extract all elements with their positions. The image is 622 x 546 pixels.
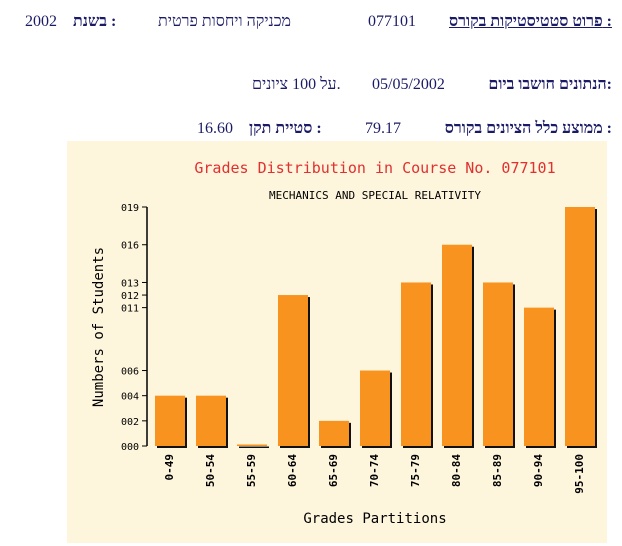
y-tick-label: 019: [121, 203, 139, 214]
chart-svg: Grades Distribution in Course No. 077101…: [91, 159, 597, 527]
bar: [565, 207, 595, 446]
y-tick-label: 011: [121, 304, 139, 315]
x-tick-label: 70-74: [368, 454, 381, 487]
chart-panel: Grades Distribution in Course No. 077101…: [67, 141, 607, 543]
bar: [237, 444, 267, 446]
bar-shadow: [239, 446, 269, 448]
course-header-label: פרוט סטטיסטיקות בקורס :: [449, 13, 612, 31]
bars: [155, 207, 597, 448]
course-name: מכניקה ויחסות פרטית: [158, 13, 292, 30]
bar: [360, 370, 390, 446]
bar: [401, 282, 431, 446]
y-tick-label: 006: [121, 367, 139, 378]
chart-subtitle: MECHANICS AND SPECIAL RELATIVITY: [269, 189, 481, 202]
x-tick-label: 50-54: [204, 454, 217, 487]
bar: [319, 420, 349, 446]
chart-title: Grades Distribution in Course No. 077101: [194, 159, 555, 177]
mean-value: 79.17: [365, 120, 401, 137]
x-tick-label: 95-100: [573, 454, 586, 494]
y-tick-label: 016: [121, 241, 139, 252]
bar: [278, 295, 308, 446]
x-tick-label: 0-49: [163, 454, 176, 481]
bar: [442, 244, 472, 446]
y-axis: 000 002 004 006 011 012 013 016 019: [121, 203, 148, 453]
bar: [524, 307, 554, 446]
computed-date: 05/05/2002: [372, 76, 445, 93]
x-tick-label: 80-84: [450, 454, 463, 487]
y-tick-label: 002: [121, 417, 139, 428]
x-tick-label: 90-94: [532, 454, 545, 487]
course-label: פרוט סטטיסטיקות בקורס :: [449, 13, 612, 30]
x-axis-label: Grades Partitions: [303, 511, 446, 527]
std-value: 16.60: [197, 120, 233, 137]
y-tick-label: 004: [121, 392, 139, 403]
bar: [483, 282, 513, 446]
year-label: בשנת :: [73, 13, 117, 30]
x-tick-label: 55-59: [245, 454, 258, 487]
course-number: 077101: [368, 13, 416, 30]
bar: [196, 395, 226, 446]
x-tick-label: 60-64: [286, 454, 299, 487]
std-label: סטיית תקן :: [249, 120, 322, 137]
y-tick-label: 000: [121, 442, 139, 453]
y-tick-label: 013: [121, 278, 139, 289]
x-tick-label: 65-69: [327, 454, 340, 487]
x-tick-label: 75-79: [409, 454, 422, 487]
x-axis-ticks: 0-49 50-54 55-59 60-64 65-69 70-74 75-79 80-84 8…: [163, 454, 586, 494]
computed-count: על 100 ציונים.: [252, 76, 341, 93]
bar: [155, 395, 185, 446]
y-tick-label: 012: [121, 291, 139, 302]
x-tick-label: 85-89: [491, 454, 504, 487]
computed-label: הנתונים חושבו ביום:: [488, 76, 612, 93]
mean-label: ממוצע כלל הציונים בקורס :: [444, 120, 612, 137]
y-axis-label: Numbers of Students: [91, 247, 107, 407]
year-value: 2002: [25, 13, 57, 30]
